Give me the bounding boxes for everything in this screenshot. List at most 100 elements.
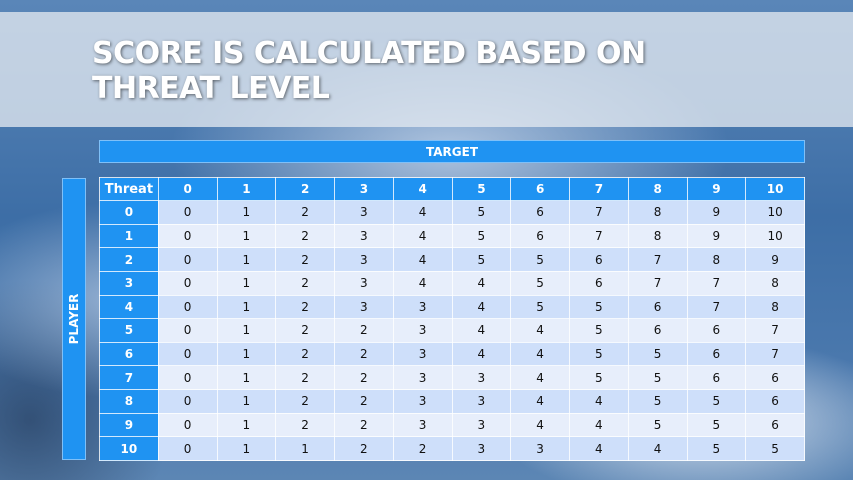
row-header: 3: [99, 270, 159, 296]
table-cell: 6: [569, 247, 629, 272]
table-cell: 5: [569, 294, 629, 320]
table-cell: 0: [157, 318, 218, 343]
column-header: 4: [392, 177, 453, 201]
table-cell: 2: [275, 294, 335, 320]
table-cell: 0: [157, 200, 218, 225]
table-cell: 4: [510, 365, 570, 390]
table-cell: 3: [392, 318, 453, 343]
table-cell: 3: [392, 294, 453, 320]
table-cell: 1: [216, 436, 277, 461]
table-cell: 2: [275, 365, 335, 390]
table-cell: 5: [627, 365, 688, 390]
table-cell: 5: [627, 389, 688, 414]
table-cell: 7: [627, 270, 688, 296]
table-cell: 2: [275, 270, 335, 296]
table-cell: 1: [216, 270, 277, 296]
table-cell: 10: [745, 200, 805, 225]
row-header: 8: [99, 389, 159, 414]
table-cell: 2: [334, 318, 394, 343]
column-header: 5: [451, 177, 512, 201]
row-header: 4: [99, 294, 159, 320]
table-cell: 7: [686, 270, 747, 296]
table-cell: 6: [627, 294, 688, 320]
table-cell: 3: [392, 412, 453, 438]
table-cell: 7: [569, 200, 629, 225]
table-cell: 4: [569, 412, 629, 438]
table-cell: 3: [334, 294, 394, 320]
table-cell: 0: [157, 341, 218, 367]
table-cell: 6: [745, 412, 805, 438]
table-cell: 7: [569, 223, 629, 249]
table-cell: 6: [745, 365, 805, 390]
column-header: 3: [334, 177, 394, 201]
row-header: 5: [99, 318, 159, 343]
table-cell: 6: [510, 223, 570, 249]
table-cell: 9: [745, 247, 805, 272]
table-cell: 3: [392, 341, 453, 367]
table-cell: 6: [745, 389, 805, 414]
title-band: [0, 12, 853, 127]
player-axis-label: PLAYER: [67, 293, 81, 345]
table-cell: 6: [686, 341, 747, 367]
table-cell: 4: [510, 318, 570, 343]
table-cell: 4: [451, 294, 512, 320]
row-header: 0: [99, 200, 159, 225]
table-cell: 5: [569, 318, 629, 343]
target-axis-label: TARGET: [99, 140, 805, 163]
table-cell: 6: [686, 365, 747, 390]
table-cell: 1: [216, 294, 277, 320]
table-cell: 4: [569, 436, 629, 461]
table-cell: 7: [745, 318, 805, 343]
table-cell: 3: [451, 412, 512, 438]
table-cell: 6: [686, 318, 747, 343]
table-cell: 1: [216, 412, 277, 438]
table-cell: 2: [275, 247, 335, 272]
table-cell: 8: [686, 247, 747, 272]
table-cell: 4: [392, 200, 453, 225]
table-cell: 6: [627, 318, 688, 343]
table-cell: 1: [275, 436, 335, 461]
table-cell: 2: [275, 223, 335, 249]
table-cell: 7: [627, 247, 688, 272]
table-cell: 5: [451, 200, 512, 225]
column-header: 7: [569, 177, 629, 201]
row-header: 10: [99, 436, 159, 461]
table-cell: 2: [392, 436, 453, 461]
table-cell: 10: [745, 223, 805, 249]
table-cell: 2: [334, 412, 394, 438]
table-cell: 2: [334, 389, 394, 414]
table-cell: 5: [510, 294, 570, 320]
table-cell: 3: [392, 389, 453, 414]
table-cell: 5: [510, 247, 570, 272]
column-header: 0: [157, 177, 218, 201]
table-cell: 3: [334, 247, 394, 272]
table-cell: 0: [157, 223, 218, 249]
table-cell: 4: [627, 436, 688, 461]
table-cell: 0: [157, 389, 218, 414]
table-row: 1 0 1 2 3 4 5 6 7 8 9 10: [99, 223, 805, 249]
table-cell: 2: [275, 341, 335, 367]
column-header: 8: [627, 177, 688, 201]
table-cell: 4: [392, 270, 453, 296]
table-cell: 4: [451, 318, 512, 343]
score-table: Threat 0 1 2 3 4 5 6 7 8 9 10 0 0 1 2 3 4 5 6 7 8 9 10 1 0 1 2 3 4 5 6…: [99, 177, 805, 461]
corner-header: Threat: [99, 177, 159, 201]
table-cell: 5: [569, 341, 629, 367]
table-cell: 4: [569, 389, 629, 414]
table-cell: 9: [686, 200, 747, 225]
column-header: 9: [686, 177, 747, 201]
table-cell: 2: [275, 318, 335, 343]
table-cell: 3: [451, 436, 512, 461]
table-cell: 4: [392, 223, 453, 249]
table-cell: 2: [334, 341, 394, 367]
table-cell: 5: [686, 389, 747, 414]
table-cell: 1: [216, 389, 277, 414]
table-cell: 5: [686, 412, 747, 438]
row-header: 1: [99, 223, 159, 249]
slide-title: SCORE IS CALCULATED BASED ON THREAT LEVE…: [92, 36, 646, 106]
table-row: 0 0 1 2 3 4 5 6 7 8 9 10: [99, 200, 805, 225]
